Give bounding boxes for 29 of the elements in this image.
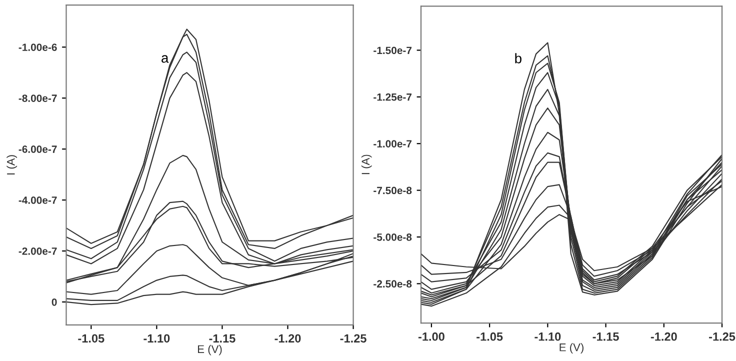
x-tick-label: -1.20 [650, 332, 677, 341]
y-tick-label: -1.50e-7 [374, 46, 412, 54]
annotation: b [515, 53, 522, 64]
y-tick-label: -1.00e-6 [18, 44, 57, 51]
y-tick-label: -4.00e-7 [18, 196, 57, 204]
x-tick-label: -1.05 [476, 332, 503, 341]
x-tick-label: -1.25 [340, 334, 366, 343]
x-axis-title: E (V) [560, 343, 584, 354]
x-tick-label: -1.05 [78, 334, 104, 343]
y-tick-label: 0 [52, 298, 57, 306]
x-tick-label: -1.10 [144, 334, 170, 343]
y-axis-title: I (A) [6, 155, 18, 174]
y-tick-label: -1.25e-7 [374, 93, 412, 101]
annotation: a [162, 55, 169, 63]
x-axis-title: E (V) [198, 344, 222, 356]
x-tick-label: -1.25 [709, 332, 736, 341]
y-tick-label: -7.50e-8 [374, 186, 412, 194]
x-tick-label: -1.20 [274, 334, 301, 343]
y-axis-title: I (A) [361, 154, 372, 174]
x-tick-label: -1.00 [418, 332, 444, 341]
y-tick-label: -2.50e-8 [374, 280, 412, 288]
y-tick-label: -6.00e-7 [18, 146, 57, 153]
y-tick-label: -2.00e-7 [18, 247, 57, 255]
x-tick-label: -1.10 [534, 332, 561, 341]
y-tick-label: -8.00e-7 [18, 94, 57, 102]
x-tick-label: -1.15 [209, 334, 236, 343]
y-tick-label: -1.00e-7 [374, 140, 412, 148]
y-tick-label: -5.00e-8 [374, 233, 412, 241]
x-tick-label: -1.15 [592, 332, 619, 341]
